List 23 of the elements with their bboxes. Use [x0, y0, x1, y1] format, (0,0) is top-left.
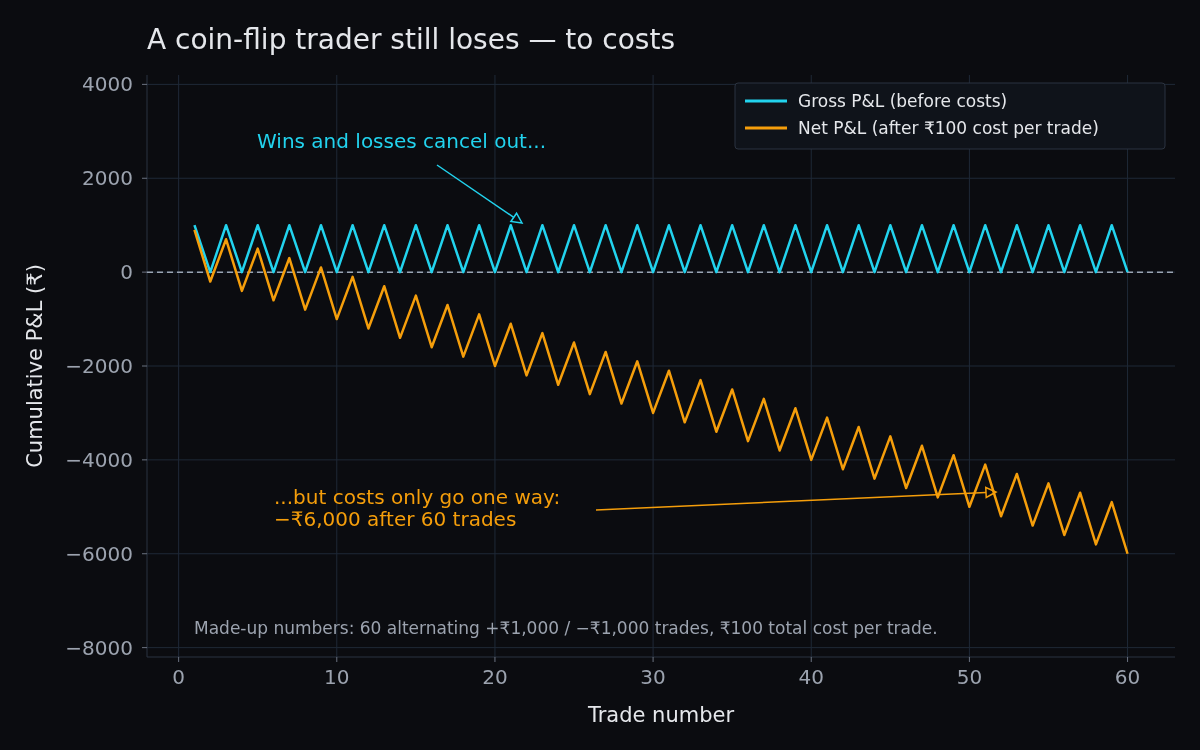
chart-title: A coin-flip trader still loses — to costs: [147, 23, 675, 56]
legend-label: Net P&L (after ₹100 cost per trade): [798, 118, 1099, 138]
x-tick-label: 60: [1114, 665, 1141, 689]
x-tick-label: 50: [956, 665, 983, 689]
legend-label: Gross P&L (before costs): [798, 91, 1008, 111]
annotation: ...but costs only go one way: −₹6,000 after 60 trades: [274, 485, 561, 531]
y-axis-title: Cumulative P&L (₹): [23, 264, 47, 468]
x-tick-label: 20: [482, 665, 508, 689]
y-tick-label: −6000: [65, 541, 133, 566]
y-tick-label: 2000: [82, 166, 133, 191]
y-tick-label: −4000: [65, 447, 133, 472]
annotation: Wins and losses cancel out...: [257, 129, 547, 153]
y-tick-label: −2000: [65, 354, 133, 378]
annotation: Made-up numbers: 60 alternating +₹1,000 / −₹1,000 trades, ₹100 total cost per trade.: [194, 618, 938, 638]
x-tick-label: 0: [172, 665, 185, 689]
y-tick-label: 4000: [82, 72, 133, 97]
x-tick-label: 10: [324, 665, 350, 689]
y-tick-label: 0: [120, 260, 133, 285]
line-series: [193, 228, 1129, 555]
x-axis-title: Trade number: [586, 703, 735, 727]
x-tick-label: 40: [798, 665, 824, 689]
y-tick-label: −8000: [65, 635, 133, 660]
x-tick-label: 30: [640, 665, 666, 689]
